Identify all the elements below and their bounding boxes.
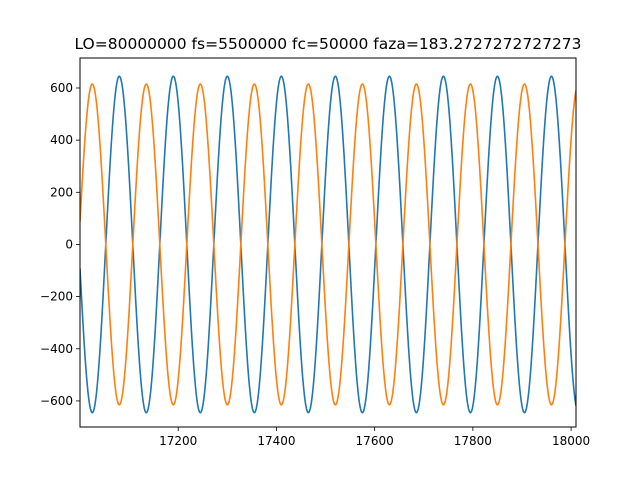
series-line-1 <box>80 75 576 414</box>
x-tick-label: 17400 <box>257 434 295 448</box>
y-tick-label: −400 <box>40 342 73 356</box>
series-layer <box>80 75 576 414</box>
chart-title: LO=80000000 fs=5500000 fc=50000 faza=183… <box>74 35 581 53</box>
series-line-2 <box>80 83 576 406</box>
y-tick-label: 600 <box>50 81 73 95</box>
y-tick-label: 400 <box>50 133 73 147</box>
x-tick-label: 18000 <box>552 434 590 448</box>
x-tick-label: 17800 <box>454 434 492 448</box>
y-tick-label: −200 <box>40 290 73 304</box>
x-tick-label: 17600 <box>356 434 394 448</box>
x-tick-label: 17200 <box>159 434 197 448</box>
y-tick-label: 0 <box>65 237 73 251</box>
y-tick-label: −600 <box>40 394 73 408</box>
y-tick-label: 200 <box>50 185 73 199</box>
axes-layer: 17200 17400 17600 17800 18000 −600 −400 −200 0 20… <box>40 81 590 448</box>
plot-frame <box>79 57 577 428</box>
